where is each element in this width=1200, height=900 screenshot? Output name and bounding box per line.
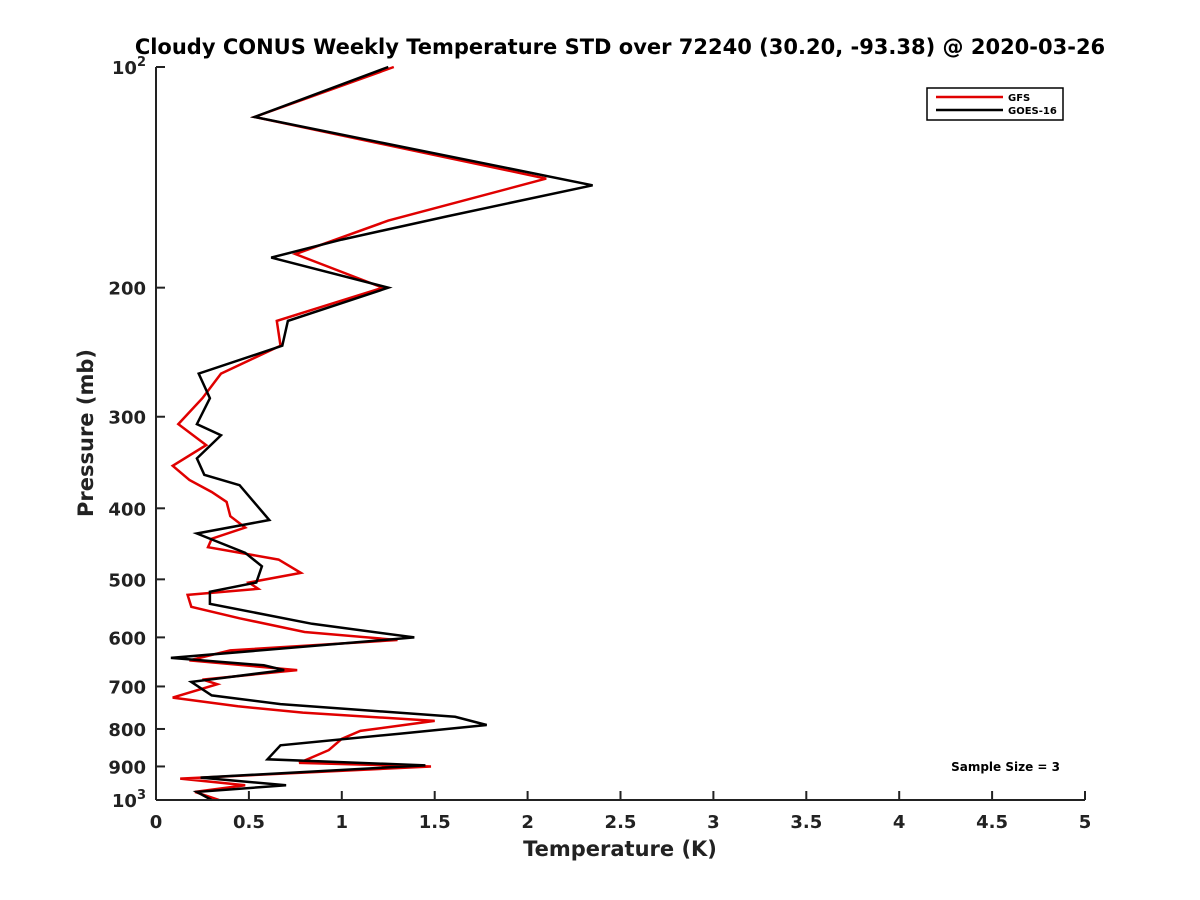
x-tick-label: 0.5 bbox=[233, 812, 265, 833]
legend-box bbox=[926, 87, 1064, 121]
y-tick-label-power: 102 bbox=[112, 55, 146, 79]
x-tick-label: 1 bbox=[336, 812, 349, 833]
y-tick-label: 700 bbox=[108, 677, 146, 698]
y-tick-label: 400 bbox=[108, 499, 146, 520]
x-ticks: 0 0.5 1 1.5 2 2.5 3 3.5 4 4.5 5 bbox=[150, 791, 1092, 833]
sample-size-annotation: Sample Size = 3 bbox=[951, 760, 1060, 774]
series-layer bbox=[170, 65, 593, 802]
y-tick-label: 900 bbox=[108, 757, 146, 778]
y-tick-label: 500 bbox=[108, 570, 146, 591]
y-tick-label: 600 bbox=[108, 628, 146, 649]
x-tick-label: 2.5 bbox=[605, 812, 637, 833]
legend: GFS GOES-16 bbox=[926, 87, 1064, 121]
legend-label-gfs: GFS bbox=[1008, 93, 1030, 104]
y-tick-label: 800 bbox=[108, 720, 146, 741]
y-tick-label: 300 bbox=[108, 408, 146, 429]
x-tick-label: 3.5 bbox=[790, 812, 822, 833]
x-tick-label: 4.5 bbox=[976, 812, 1008, 833]
x-tick-label: 1.5 bbox=[419, 812, 451, 833]
y-axis-label: Pressure (mb) bbox=[74, 349, 98, 517]
chart-title: Cloudy CONUS Weekly Temperature STD over… bbox=[135, 35, 1105, 59]
x-axis-label: Temperature (K) bbox=[523, 837, 717, 861]
x-tick-label: 4 bbox=[893, 812, 906, 833]
series-line-gfs bbox=[170, 65, 547, 802]
y-ticks: 200 300 400 500 600 700 800 900 102 103 bbox=[108, 55, 165, 812]
y-tick-label-power: 103 bbox=[112, 788, 146, 812]
x-tick-label: 3 bbox=[707, 812, 720, 833]
x-tick-label: 2 bbox=[521, 812, 534, 833]
y-tick-label: 200 bbox=[108, 279, 146, 300]
series-line-goes-16 bbox=[170, 65, 593, 802]
x-tick-label: 0 bbox=[150, 812, 163, 833]
x-tick-label: 5 bbox=[1079, 812, 1092, 833]
legend-label-goes-16: GOES-16 bbox=[1008, 106, 1057, 117]
